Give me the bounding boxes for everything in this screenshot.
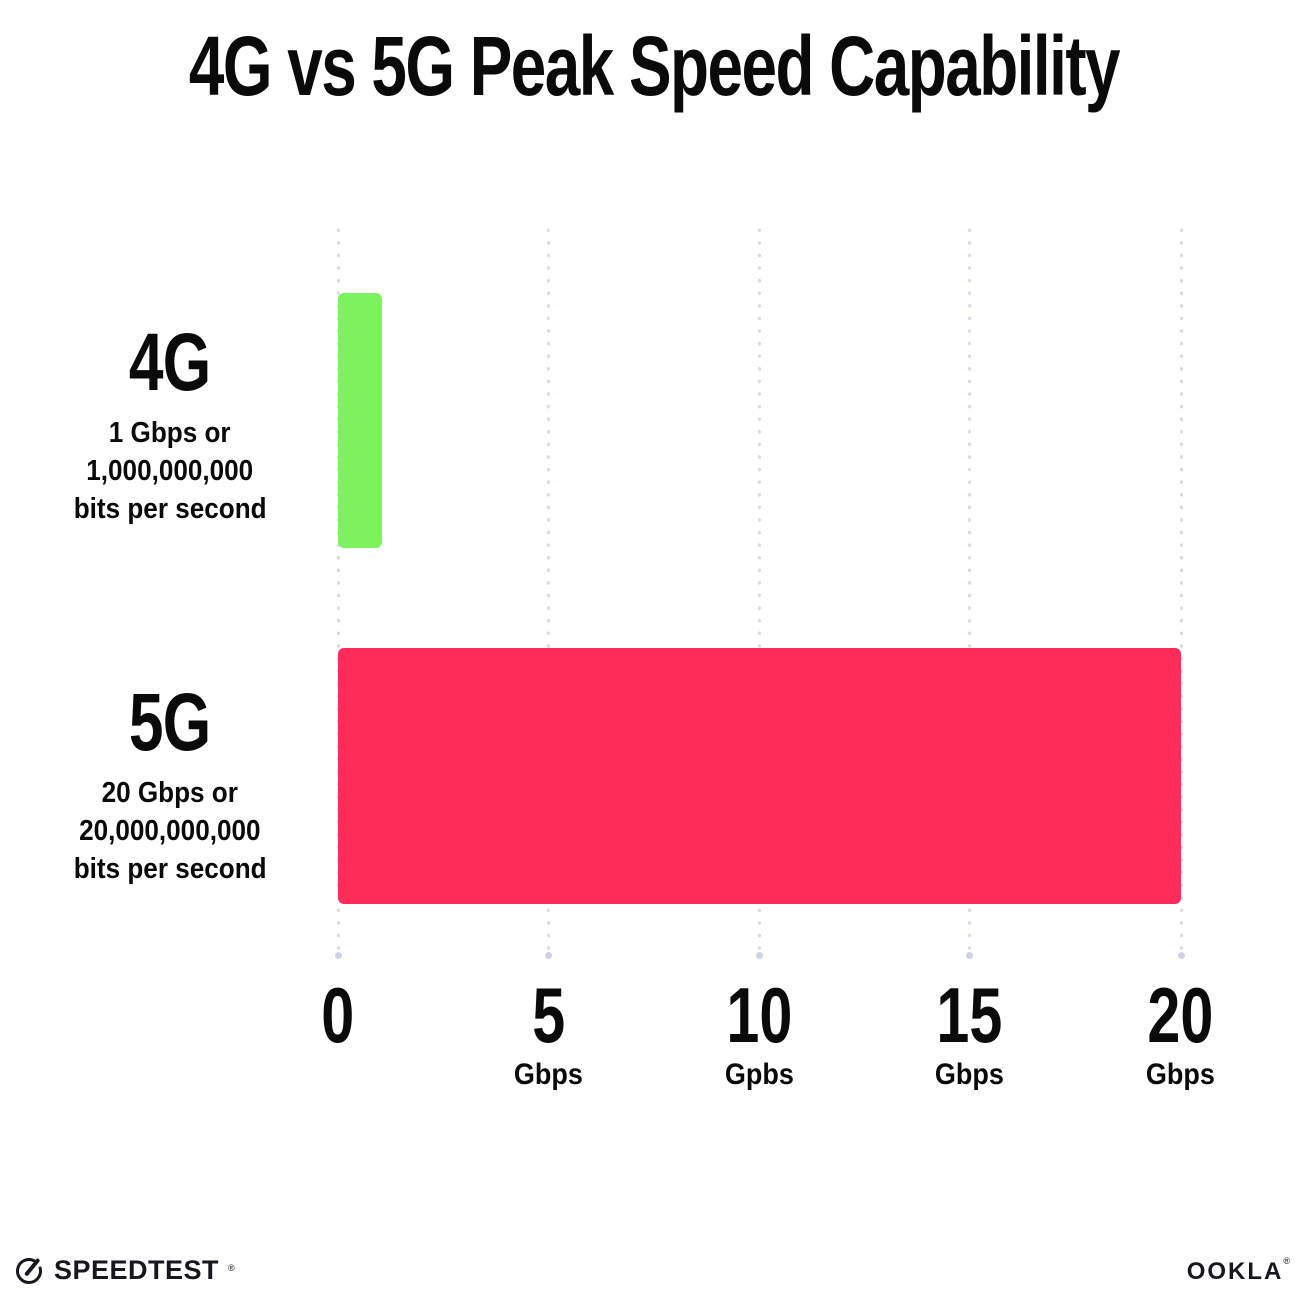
x-tick-10: 10 Gpbs <box>724 971 794 1091</box>
gridline-0 <box>334 224 342 959</box>
category-description-4g: 1 Gbps or 1,000,000,000 bits per second <box>73 417 267 525</box>
ookla-trademark: ® <box>1283 1256 1290 1266</box>
x-tick-0: 0 <box>321 971 355 1059</box>
x-tick-20: 20 Gbps <box>1145 971 1215 1091</box>
gridline-20 <box>1177 224 1185 959</box>
category-name-4g: 4G <box>129 317 211 408</box>
category-description-5g: 20 Gbps or 20,000,000,000 bits per secon… <box>73 777 267 885</box>
ookla-wordmark: OOKLA <box>1186 1258 1284 1285</box>
gridline-10 <box>755 224 763 959</box>
category-name-5g: 5G <box>129 677 211 768</box>
bar-4g <box>338 293 382 548</box>
speedtest-logo: SPEEDTEST ® <box>13 1254 235 1286</box>
bar-5g <box>338 648 1181 904</box>
category-label-4g: 4G 1 Gbps or 1,000,000,000 bits per seco… <box>30 322 310 528</box>
x-tick-5: 5 Gbps <box>513 971 583 1091</box>
gridline-5 <box>545 224 552 959</box>
x-tick-15: 15 Gbps <box>934 971 1004 1091</box>
chart-area <box>334 224 1185 959</box>
speedtest-trademark: ® <box>228 1263 235 1273</box>
category-label-5g: 5G 20 Gbps or 20,000,000,000 bits per se… <box>30 682 310 888</box>
gridline-15 <box>966 224 973 959</box>
speedtest-wordmark: SPEEDTEST <box>54 1254 220 1285</box>
speedometer-icon <box>16 1258 42 1284</box>
page-title: 4G vs 5G Peak Speed Capability <box>188 19 1121 113</box>
ookla-logo: OOKLA ® <box>1186 1256 1290 1286</box>
